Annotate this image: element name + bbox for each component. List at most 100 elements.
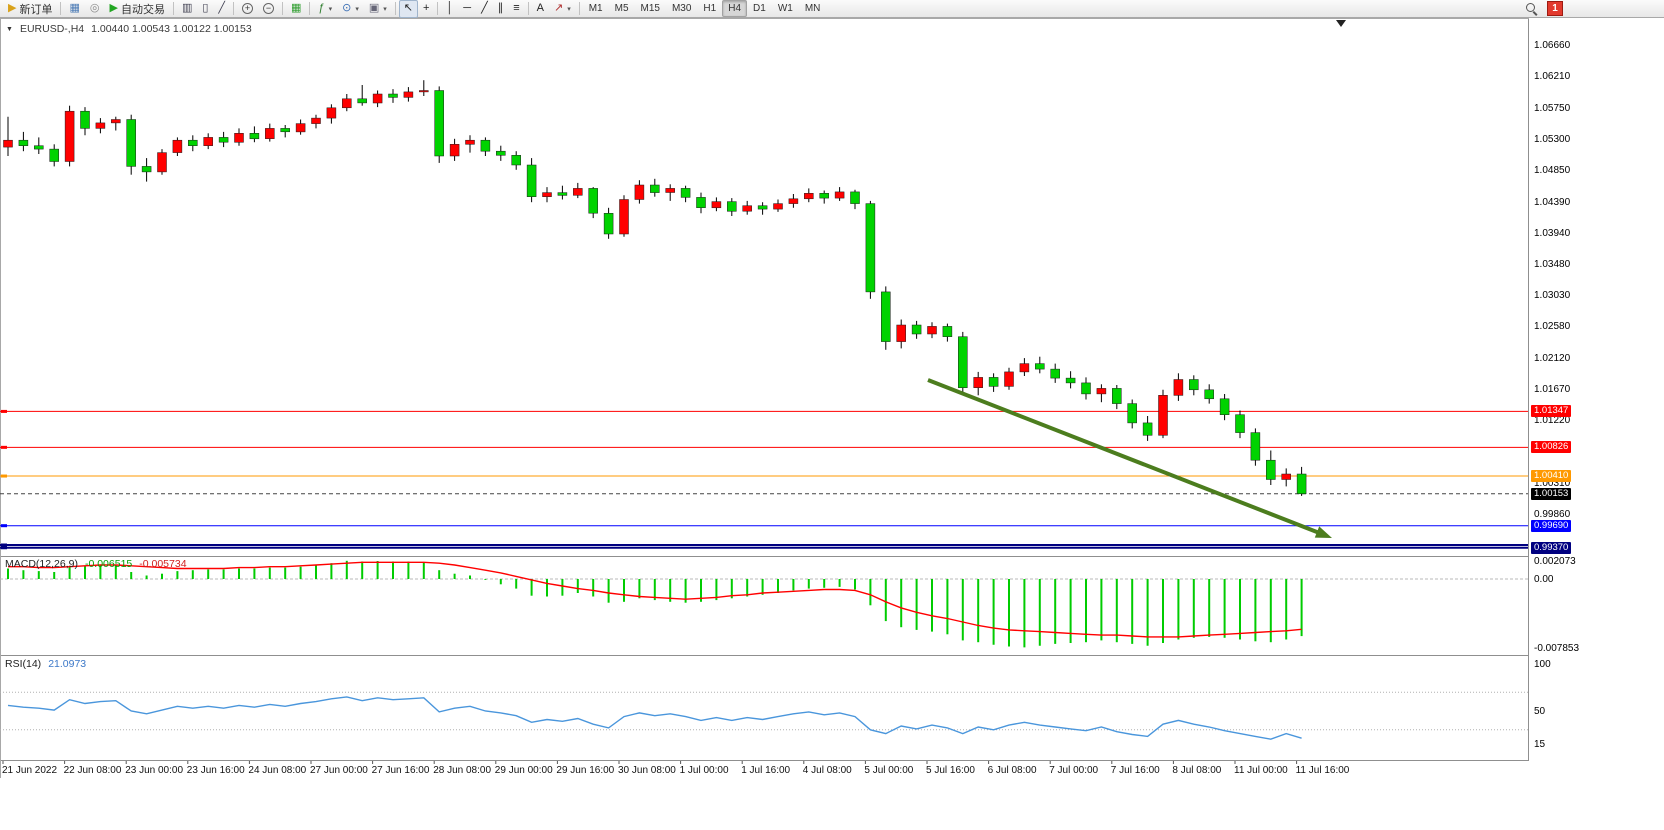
zoom-out-button[interactable]: − <box>258 0 279 18</box>
timeframe-label: M5 <box>614 3 629 14</box>
text-button[interactable]: A <box>532 0 549 18</box>
time-axis-label: 11 Jul 16:00 <box>1296 765 1350 776</box>
price-axis-label: 50 <box>1534 706 1546 717</box>
price-axis-label: 0.002073 <box>1534 555 1576 567</box>
candles-chart-button-icon: ▯ <box>202 2 209 14</box>
timeframe-W1-button[interactable]: W1 <box>772 0 799 17</box>
rsi-line <box>7 696 1302 740</box>
cursor-button[interactable]: ↖ <box>398 0 418 18</box>
horizontal-line-button-icon: ─ <box>463 2 472 14</box>
new-chart-button[interactable]: ▦ <box>64 0 84 18</box>
rsi-label: RSI(14) 21.0973 <box>5 658 86 670</box>
tile-windows-button[interactable]: ▦ <box>286 0 306 18</box>
timeframe-D1-button[interactable]: D1 <box>747 0 772 17</box>
time-axis-label: 29 Jun 00:00 <box>495 765 553 776</box>
bars-chart-button[interactable]: ▥ <box>177 0 197 18</box>
time-axis-label: 27 Jun 00:00 <box>310 765 368 776</box>
autotrading-button-icon: ▶ <box>109 2 118 14</box>
timeframe-M30-button[interactable]: M30 <box>666 0 697 17</box>
toolbar-separator <box>578 2 580 15</box>
dropdown-caret-icon: ▾ <box>567 5 571 13</box>
timeframe-MN-button[interactable]: MN <box>799 0 827 17</box>
templates-button[interactable]: ▣ ▾ <box>364 0 392 18</box>
new-order-button-icon: ▶ <box>8 2 17 14</box>
time-axis-label: 8 Jul 08:00 <box>1172 765 1221 776</box>
line-left-marker <box>1 546 7 550</box>
new-chart-button-icon: ▦ <box>69 2 80 14</box>
crosshair-button[interactable]: + <box>418 0 434 18</box>
indicators-button-icon: ƒ <box>318 2 325 14</box>
dropdown-caret-icon: ▾ <box>383 5 387 13</box>
trendline-button[interactable]: ╱ <box>476 0 493 18</box>
arrows-button-icon: ↗ <box>553 2 564 14</box>
toolbar: ▶ 新订单 ▦ ◎ ▶ 自动交易 ▥ ▯ ╱ + − ▦ ƒ ▾ ⊙ ▾ ▣ ▾ ↖ + │ ─ ╱ ∥ ≡ A ↗ ▾ M1 M5 M15… <box>0 0 1664 18</box>
timeframe-label: W1 <box>777 3 793 14</box>
symbol-dropdown-icon[interactable]: ▼ <box>6 25 13 33</box>
trendline-button-icon: ╱ <box>481 2 488 14</box>
arrows-button[interactable]: ↗ ▾ <box>549 0 576 18</box>
autotrading-button[interactable]: ▶ 自动交易 <box>104 0 169 18</box>
price-axis[interactable]: 1.06660 1.06210 1.05750 1.05300 1.04850 1.043… <box>1529 18 1664 778</box>
shift-marker-icon[interactable] <box>1336 20 1346 27</box>
bars-chart-button-icon: ▥ <box>181 2 193 14</box>
time-axis-label: 1 Jul 00:00 <box>680 765 729 776</box>
line-chart-button[interactable]: ╱ <box>213 0 230 18</box>
new-order-button-label: 新订单 <box>19 3 53 16</box>
fibonacci-button[interactable]: ≡ <box>508 0 524 18</box>
zoom-in-button[interactable]: + <box>237 0 258 18</box>
price-chart[interactable]: 21 Jun 2022 22 Jun 08:00 23 Jun 00:00 23 Ju… <box>0 18 1664 830</box>
search-icon[interactable] <box>1525 2 1538 15</box>
crosshair-button-icon: + <box>422 2 430 14</box>
time-axis-label: 7 Jul 00:00 <box>1049 765 1098 776</box>
line-left-marker <box>1 409 7 413</box>
timeframe-M15-button[interactable]: M15 <box>635 0 666 17</box>
chart-title: ▼ EURUSD-,H4 1.00440 1.00543 1.00122 1.0… <box>6 23 252 35</box>
notification-badge[interactable]: 1 <box>1547 1 1563 16</box>
line-left-marker <box>1 524 7 528</box>
price-axis-line-label: 1.00826 <box>1531 441 1572 454</box>
price-axis-label: 0.99860 <box>1534 508 1571 520</box>
timeframe-H4-button[interactable]: H4 <box>722 0 748 17</box>
vertical-line-button[interactable]: │ <box>441 0 458 18</box>
new-order-button[interactable]: ▶ 新订单 <box>3 0 57 18</box>
market-watch-button[interactable]: ◎ <box>85 0 105 18</box>
time-axis-label: 5 Jul 16:00 <box>926 765 975 776</box>
price-axis-line-label: 0.99370 <box>1531 541 1572 554</box>
price-axis-label: 1.03030 <box>1534 290 1571 302</box>
trend-arrow[interactable] <box>927 378 1323 536</box>
timeframe-M5-button[interactable]: M5 <box>609 0 635 17</box>
line-chart-button-icon: ╱ <box>218 2 226 14</box>
toolbar-separator <box>172 2 174 15</box>
price-axis-label: 0.00 <box>1534 574 1554 585</box>
toolbar-separator <box>233 2 235 15</box>
price-axis-label: 15 <box>1534 738 1546 750</box>
price-axis-label: 100 <box>1534 659 1551 670</box>
dropdown-caret-icon: ▾ <box>328 5 333 13</box>
price-axis-label: 1.06660 <box>1534 40 1571 51</box>
macd-current-value: -0.006515 <box>84 558 133 570</box>
timeframe-H1-button[interactable]: H1 <box>697 0 722 17</box>
indicators-button[interactable]: ƒ ▾ <box>313 0 337 18</box>
candles-chart-button[interactable]: ▯ <box>197 0 213 18</box>
dropdown-caret-icon: ▾ <box>355 5 359 13</box>
price-axis-label: 1.05300 <box>1534 133 1571 145</box>
market-watch-button-icon: ◎ <box>89 2 100 14</box>
price-axis-label: 1.04390 <box>1534 196 1571 208</box>
periods-button[interactable]: ⊙ ▾ <box>337 0 364 18</box>
timeframe-label: M30 <box>671 3 692 14</box>
time-axis-label: 4 Jul 08:00 <box>803 765 852 776</box>
timeframe-label: M1 <box>588 3 603 14</box>
timeframe-label: H4 <box>728 3 742 14</box>
timeframe-M1-button[interactable]: M1 <box>583 0 609 17</box>
macd-label: MACD(12,26,9) -0.006515 -0.005734 <box>5 558 187 570</box>
trend-arrow-head <box>1314 526 1332 538</box>
toolbar-separator <box>282 2 284 15</box>
time-axis-label: 27 Jun 16:00 <box>372 765 430 776</box>
price-axis-label: 1.02120 <box>1534 353 1571 365</box>
zoom-out-button-icon: − <box>263 3 275 14</box>
channel-button[interactable]: ∥ <box>493 0 509 18</box>
horizontal-line-button[interactable]: ─ <box>458 0 476 18</box>
toolbar-separator <box>394 2 396 15</box>
time-axis-label: 29 Jun 16:00 <box>556 765 614 776</box>
price-axis-line-label: 1.01347 <box>1531 405 1572 418</box>
